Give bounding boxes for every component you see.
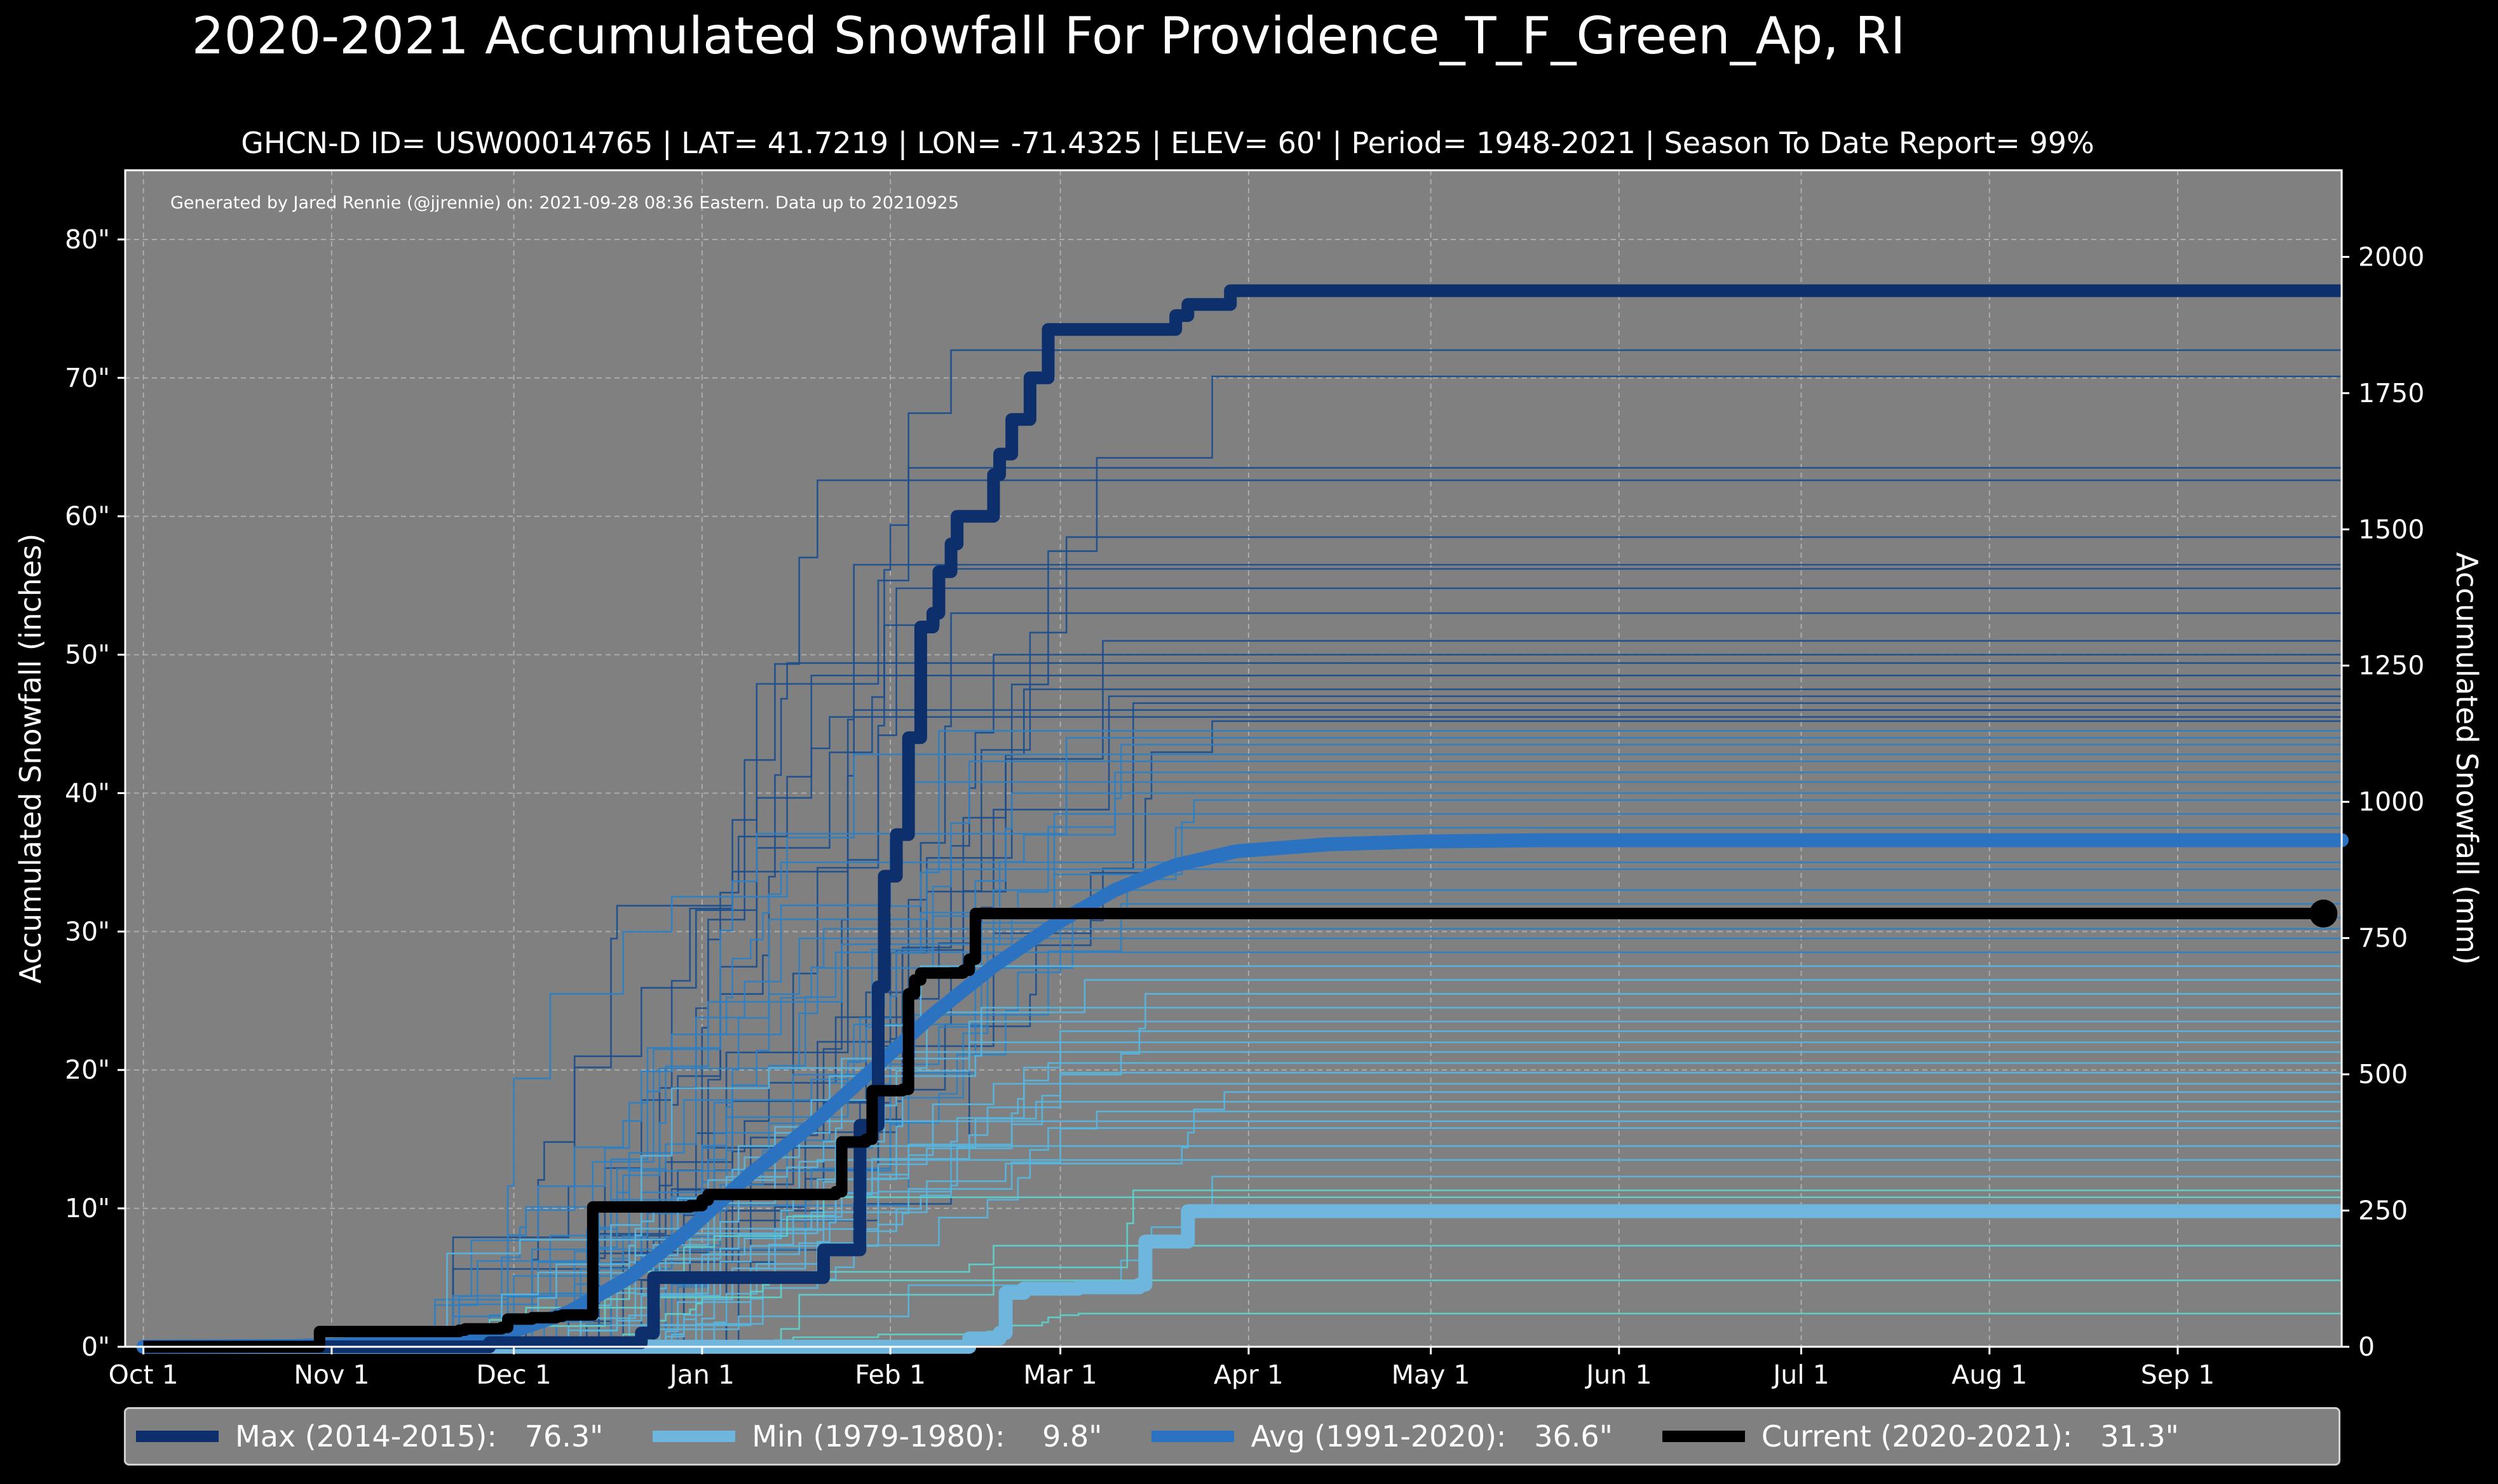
y-tick-label-left: 70" xyxy=(65,363,110,393)
x-tick-label: Mar 1 xyxy=(1023,1359,1097,1390)
history-series-line xyxy=(143,1020,2342,1348)
legend-swatch-current xyxy=(1662,1431,1745,1442)
legend-swatch-avg xyxy=(1151,1431,1235,1442)
history-series-line xyxy=(143,917,2342,1348)
y-tick-label-left: 10" xyxy=(65,1193,110,1224)
history-series-line xyxy=(143,1030,2342,1348)
legend-label-min: Min (1979-1980): 9.8" xyxy=(752,1419,1103,1454)
history-series-line xyxy=(143,743,2342,1348)
x-tick-label: Jan 1 xyxy=(668,1359,735,1390)
y-axis-label-right: Accumulated Snowfall (mm) xyxy=(2450,552,2484,965)
x-tick-label: Aug 1 xyxy=(1952,1359,2027,1390)
y-tick-label-left: 40" xyxy=(65,778,110,808)
y-tick-label-right: 1250 xyxy=(2358,651,2424,681)
history-series-line xyxy=(143,951,2342,1348)
y-tick-label-right: 250 xyxy=(2358,1196,2408,1226)
legend-label-max: Max (2014-2015): 76.3" xyxy=(235,1419,604,1454)
x-tick-label: Feb 1 xyxy=(855,1359,926,1390)
history-series-line xyxy=(143,675,2342,1348)
legend-swatch-max xyxy=(136,1431,219,1442)
axes: Oct 1 Nov 1 Dec 1 Jan 1 Feb 1 Mar 1 Apr 1 May 1… xyxy=(65,224,2424,1390)
max-series-line xyxy=(143,284,2342,1353)
legend-label-avg: Avg (1991-2020): 36.6" xyxy=(1251,1419,1613,1454)
y-tick-label-left: 20" xyxy=(65,1055,110,1085)
y-tick-label-right: 1500 xyxy=(2358,514,2424,544)
y-tick-label-left: 80" xyxy=(65,224,110,255)
x-tick-label: Sep 1 xyxy=(2141,1359,2215,1390)
x-tick-label: Dec 1 xyxy=(476,1359,551,1390)
x-tick-label: Apr 1 xyxy=(1214,1359,1284,1390)
chart-subtitle: GHCN-D ID= USW00014765 | LAT= 41.7219 | … xyxy=(241,126,2094,160)
history-series-line xyxy=(143,753,2342,1348)
history-series-line xyxy=(143,1110,2342,1348)
history-series-line xyxy=(143,928,2342,1348)
history-series-line xyxy=(143,1072,2342,1348)
x-tick-label: Nov 1 xyxy=(294,1359,369,1390)
y-tick-label-left: 0" xyxy=(81,1332,110,1362)
y-axis-label-left: Accumulated Snowfall (inches) xyxy=(13,534,48,984)
current-series-line xyxy=(143,908,2324,1352)
x-tick-label: Jun 1 xyxy=(1584,1359,1652,1390)
history-series-line xyxy=(143,979,2342,1348)
x-tick-label: May 1 xyxy=(1392,1359,1470,1390)
avg-series-line xyxy=(136,833,2349,1354)
legend-item-max: Max (2014-2015): 76.3" xyxy=(136,1419,603,1454)
history-series-line xyxy=(143,467,2342,1348)
y-tick-label-right: 750 xyxy=(2358,923,2408,954)
history-series-line xyxy=(143,965,2342,1348)
chart-title: 2020-2021 Accumulated Snowfall For Provi… xyxy=(191,6,1906,65)
history-series-line xyxy=(143,792,2342,1348)
history-series-line xyxy=(143,861,2342,1348)
legend-swatch-min xyxy=(653,1431,736,1442)
legend-item-current: Current (2020-2021): 31.3" xyxy=(1662,1419,2179,1454)
history-series-line xyxy=(143,868,2342,1348)
history-series-line xyxy=(143,889,2342,1348)
y-tick-label-right: 2000 xyxy=(2358,241,2424,272)
history-series-line xyxy=(143,587,2342,1348)
legend: Max (2014-2015): 76.3" Min (1979-1980): … xyxy=(124,1407,2340,1466)
y-tick-label-left: 30" xyxy=(65,916,110,947)
legend-item-avg: Avg (1991-2020): 36.6" xyxy=(1151,1419,1613,1454)
y-tick-label-left: 50" xyxy=(65,640,110,670)
current-end-marker xyxy=(2309,900,2338,928)
y-tick-label-right: 500 xyxy=(2358,1059,2408,1089)
y-tick-label-right: 1750 xyxy=(2358,378,2424,408)
grid-lines xyxy=(125,170,2342,1347)
history-series-line xyxy=(143,771,2342,1348)
y-tick-label-left: 60" xyxy=(65,501,110,532)
history-series-line xyxy=(143,993,2342,1348)
history-series-line xyxy=(143,1189,2342,1348)
legend-label-current: Current (2020-2021): 31.3" xyxy=(1761,1419,2179,1454)
main-series xyxy=(136,284,2349,1354)
x-tick-label: Jul 1 xyxy=(1771,1359,1829,1390)
snowfall-chart: Generated by Jared Rennie (@jjrennie) on… xyxy=(13,169,2484,1390)
credit-text: Generated by Jared Rennie (@jjrennie) on… xyxy=(170,193,959,213)
history-series-line xyxy=(143,1101,2342,1348)
plot-frame xyxy=(124,169,2343,1348)
min-series-line xyxy=(143,1204,2342,1354)
y-tick-label-right: 1000 xyxy=(2358,786,2424,817)
plot-area xyxy=(125,170,2342,1347)
y-tick-label-right: 0 xyxy=(2358,1332,2375,1362)
legend-item-min: Min (1979-1980): 9.8" xyxy=(653,1419,1102,1454)
x-tick-label: Oct 1 xyxy=(109,1359,179,1390)
